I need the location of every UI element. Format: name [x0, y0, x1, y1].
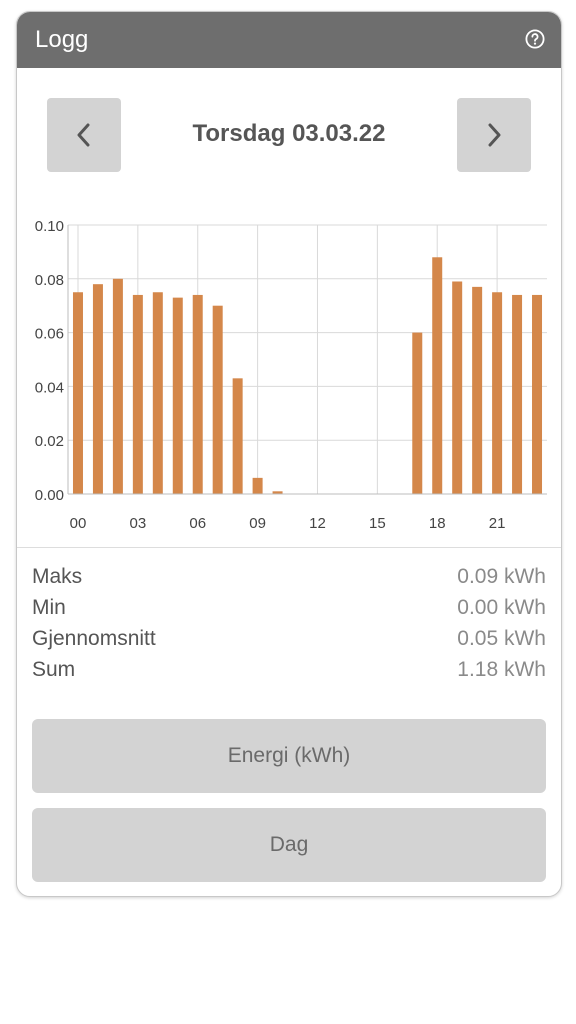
bar [152, 292, 163, 494]
y-tick-label: 0.00 [35, 487, 64, 504]
stats-list: Maks 0.09 kWh Min 0.00 kWh Gjennomsnitt … [32, 565, 546, 689]
bar [252, 477, 263, 494]
chevron-left-icon [77, 123, 90, 147]
x-tick-label: 21 [489, 515, 506, 532]
bar [472, 286, 483, 494]
stat-value: 0.05 kWh [457, 627, 546, 650]
stat-label: Maks [32, 565, 83, 588]
x-tick-label: 06 [189, 515, 206, 532]
x-tick-label: 15 [369, 515, 386, 532]
stat-row-average: Gjennomsnitt 0.05 kWh [32, 627, 546, 658]
stat-row-sum: Sum 1.18 kWh [32, 658, 546, 689]
date-label: Torsdag 03.03.22 [192, 120, 386, 147]
x-tick-label: 09 [249, 515, 266, 532]
stat-label: Sum [32, 658, 76, 681]
bar [72, 292, 83, 494]
help-icon[interactable] [525, 29, 545, 49]
bar [212, 305, 223, 494]
y-tick-label: 0.06 [35, 326, 64, 343]
stat-label: Min [32, 596, 66, 619]
energy-bar-chart: 0.00 0.02 0.04 0.06 0.08 0.10 00 03 06 09 12 15 18 21 [35, 218, 547, 532]
bar [92, 284, 103, 494]
bar [452, 281, 463, 494]
bar [272, 491, 283, 494]
bar [412, 332, 423, 494]
stat-value: 1.18 kWh [457, 658, 546, 681]
previous-day-button[interactable] [47, 98, 121, 172]
stat-value: 0.09 kWh [457, 565, 546, 588]
bar [432, 257, 443, 494]
page-title: Logg [35, 26, 89, 53]
bar [112, 278, 123, 494]
bar [512, 294, 523, 494]
log-card: Logg Torsdag 03.03.22 0.00 0.02 0.04 0.06 0.… [16, 11, 562, 897]
x-tick-label: 00 [70, 515, 87, 532]
period-button[interactable]: Dag [32, 808, 546, 882]
bar [192, 294, 203, 494]
bar [492, 292, 503, 494]
bar [132, 294, 143, 494]
divider [17, 547, 561, 548]
next-day-button[interactable] [457, 98, 531, 172]
y-tick-label: 0.08 [35, 272, 64, 289]
y-tick-label: 0.02 [35, 433, 64, 450]
bar [232, 378, 243, 494]
stat-value: 0.00 kWh [457, 596, 546, 619]
bar [172, 297, 183, 494]
stat-row-min: Min 0.00 kWh [32, 596, 546, 627]
y-tick-label: 0.10 [35, 218, 64, 235]
bar [532, 294, 543, 494]
x-tick-label: 03 [130, 515, 147, 532]
x-tick-label: 12 [309, 515, 326, 532]
chevron-right-icon [488, 123, 501, 147]
stat-label: Gjennomsnitt [32, 627, 156, 650]
energy-unit-button[interactable]: Energi (kWh) [32, 719, 546, 793]
stat-row-max: Maks 0.09 kWh [32, 565, 546, 596]
x-tick-label: 18 [429, 515, 446, 532]
header-bar: Logg [17, 12, 561, 68]
y-tick-label: 0.04 [35, 379, 64, 396]
